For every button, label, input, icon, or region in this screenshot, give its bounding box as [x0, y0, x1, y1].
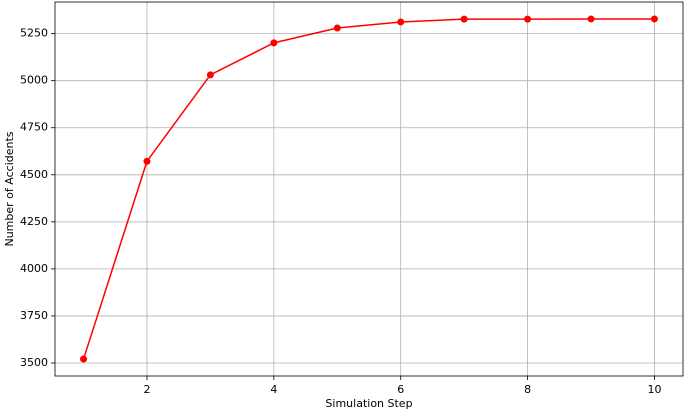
y-tick-label: 4500 [20, 168, 48, 181]
plot-frame [54, 1, 684, 377]
x-tick-label: 2 [143, 383, 150, 396]
point [206, 71, 214, 79]
y-axis-label: Number of Accidents [3, 131, 16, 246]
y-tick-label: 4250 [20, 215, 48, 228]
point [270, 39, 278, 47]
x-tick-label: 8 [524, 383, 531, 396]
point [333, 24, 341, 32]
y-tick-label: 5250 [20, 27, 48, 40]
x-axis-label: Simulation Step [325, 397, 412, 410]
x-tick-label: 6 [397, 383, 404, 396]
y-tick-label: 4750 [20, 121, 48, 134]
y-tick-label: 5000 [20, 74, 48, 87]
point [143, 157, 151, 165]
y-tick-label: 3750 [20, 309, 48, 322]
x-tick-label: 4 [270, 383, 277, 396]
point [587, 15, 595, 23]
point [650, 15, 658, 23]
point [80, 355, 88, 363]
point [460, 15, 468, 23]
y-tick-label: 4000 [20, 262, 48, 275]
x-tick-label: 10 [647, 383, 661, 396]
point [524, 15, 532, 23]
y-tick-label: 3500 [20, 356, 48, 369]
point [397, 18, 405, 26]
line [82, 18, 655, 360]
